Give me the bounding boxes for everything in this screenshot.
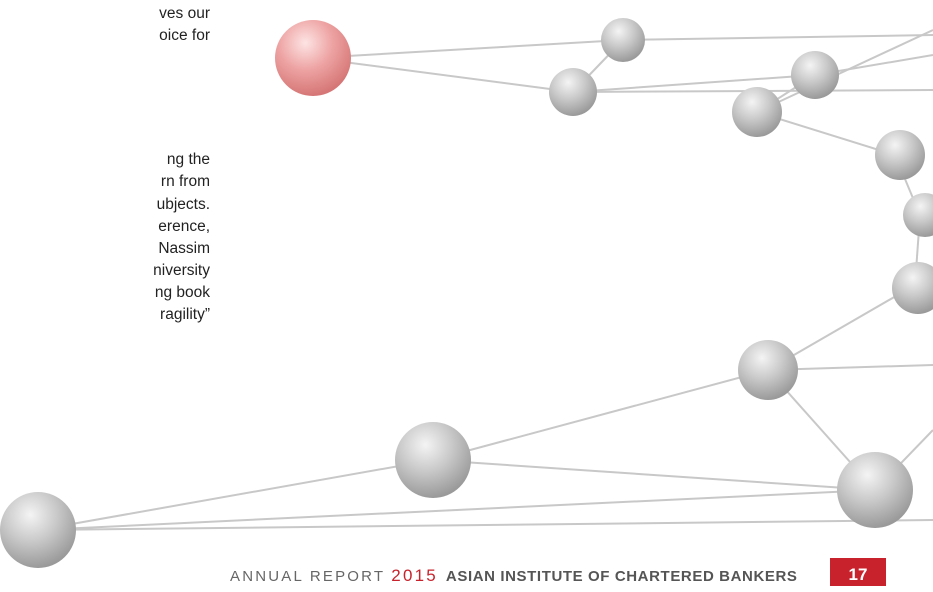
text-line: Nassim (158, 239, 210, 259)
text-line: ng the (167, 150, 210, 170)
network-illustration (0, 0, 933, 586)
text-line: ng book (155, 283, 210, 303)
report-label: ANNUAL REPORT (230, 568, 385, 585)
text-line: ubjects. (157, 195, 210, 215)
page-number: 17 (830, 558, 886, 586)
text-line: ves our (159, 4, 210, 24)
report-year: 2015 (391, 566, 438, 585)
text-line: niversity (153, 261, 210, 281)
page: ves ouroice for ng thern from ubjects.eren… (0, 0, 933, 586)
text-line: erence, (158, 217, 210, 237)
footer: ANNUAL REPORT 2015 ASIAN INSTITUTE OF CHAR… (230, 566, 798, 586)
spheres (0, 18, 933, 568)
organization: ASIAN INSTITUTE OF CHARTERED BANKERS (446, 568, 798, 585)
text-line: oice for (159, 26, 210, 46)
text-line: ragility” (160, 305, 210, 325)
text-line: rn from (161, 172, 210, 192)
